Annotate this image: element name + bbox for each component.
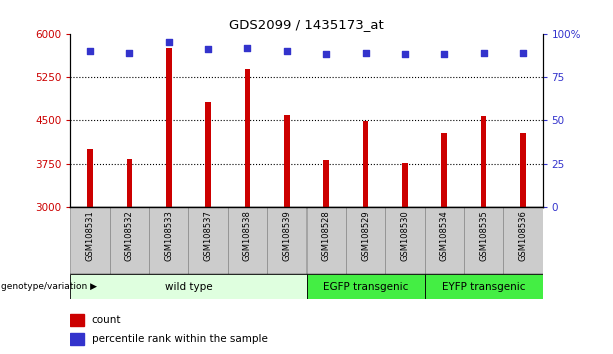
Bar [245,69,251,207]
Bar [481,116,487,207]
Text: GSM108532: GSM108532 [125,210,134,261]
Bar [149,207,189,274]
Text: genotype/variation ▶: genotype/variation ▶ [1,282,97,291]
Bar [267,207,306,274]
Bar [306,274,424,299]
Point [479,50,489,56]
Point [85,48,95,54]
Text: EYFP transgenic: EYFP transgenic [442,282,525,292]
Bar [70,207,110,274]
Text: EGFP transgenic: EGFP transgenic [323,282,408,292]
Bar [464,207,503,274]
Bar [166,48,172,207]
Bar [126,159,132,207]
Bar [70,274,306,299]
Text: GSM108538: GSM108538 [243,210,252,261]
Bar [362,121,368,207]
Bar [385,207,424,274]
Bar [346,207,385,274]
Text: GSM108528: GSM108528 [322,210,330,261]
Bar [70,314,84,326]
Bar [520,133,526,207]
Point [321,52,331,57]
Title: GDS2099 / 1435173_at: GDS2099 / 1435173_at [229,18,384,31]
Point [164,40,173,45]
Text: GSM108530: GSM108530 [400,210,409,261]
Bar [70,333,84,344]
Text: GSM108529: GSM108529 [361,210,370,261]
Bar [424,207,464,274]
Text: GSM108531: GSM108531 [86,210,94,261]
Point [400,52,409,57]
Bar [402,163,408,207]
Bar [228,207,267,274]
Bar [189,207,228,274]
Bar [323,160,329,207]
Text: count: count [92,315,121,325]
Text: GSM108539: GSM108539 [283,210,291,261]
Text: percentile rank within the sample: percentile rank within the sample [92,333,268,344]
Text: GSM108535: GSM108535 [479,210,488,261]
Point [124,50,134,56]
Bar [441,133,447,207]
Text: GSM108533: GSM108533 [164,210,173,261]
Point [243,45,253,50]
Bar [503,207,543,274]
Point [518,50,528,56]
Text: GSM108537: GSM108537 [204,210,213,261]
Bar [110,207,149,274]
Point [282,48,292,54]
Bar [87,149,93,207]
Bar [205,102,211,207]
Point [204,46,213,52]
Text: GSM108534: GSM108534 [440,210,449,261]
Text: GSM108536: GSM108536 [519,210,527,261]
Point [440,52,449,57]
Text: wild type: wild type [165,282,212,292]
Bar [424,274,543,299]
Point [360,50,370,56]
Bar [284,115,290,207]
Bar [306,207,346,274]
